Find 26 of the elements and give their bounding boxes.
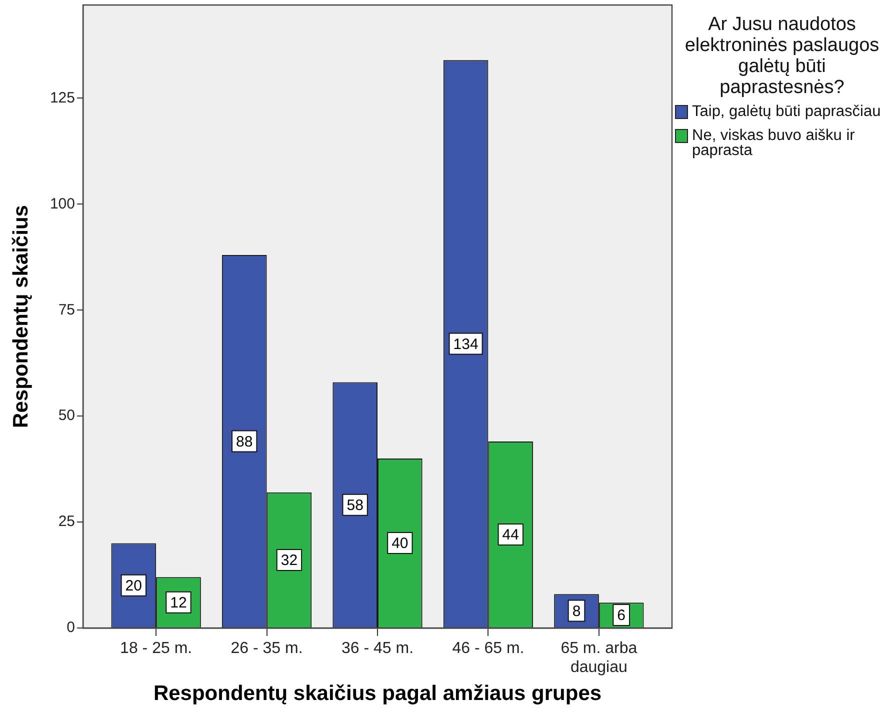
data-label: 6 bbox=[617, 607, 626, 624]
y-tick-label: 25 bbox=[58, 513, 75, 530]
data-label: 32 bbox=[280, 552, 298, 570]
legend-label: Ne, viskas buvo aišku ir paprasta bbox=[692, 127, 856, 159]
x-axis-title: Respondentų skaičius pagal amžiaus grupes bbox=[153, 682, 602, 706]
data-label: 44 bbox=[502, 526, 519, 544]
data-label: 8 bbox=[572, 602, 581, 620]
y-tick-label: 50 bbox=[58, 407, 75, 424]
x-tick-label: 46 - 65 m. bbox=[452, 640, 524, 658]
data-label: 58 bbox=[346, 496, 364, 514]
data-label: 134 bbox=[453, 336, 478, 353]
y-tick-label: 100 bbox=[50, 195, 75, 212]
data-label: 88 bbox=[236, 433, 253, 450]
y-tick-label: 75 bbox=[58, 301, 75, 318]
data-label: 40 bbox=[392, 535, 408, 552]
legend-title: Ar Jusu naudotos elektroninės paslaugos galėtų būti paprastesnės? bbox=[684, 14, 880, 98]
y-axis-title: Respondentų skaičius bbox=[9, 205, 32, 428]
legend-label: Taip, galėtų būti paprasčiau bbox=[692, 103, 881, 120]
data-label: 12 bbox=[170, 594, 187, 612]
x-tick-label: 18 - 25 m. bbox=[120, 640, 192, 658]
data-label: 20 bbox=[125, 578, 142, 595]
x-tick-label: 36 - 45 m. bbox=[341, 640, 414, 658]
y-tick-label: 0 bbox=[66, 619, 75, 636]
x-tick-label: 65 m. arba daugiau bbox=[560, 640, 638, 676]
y-tick-label: 125 bbox=[50, 89, 75, 106]
x-tick-label: 26 - 35 m. bbox=[230, 640, 303, 658]
